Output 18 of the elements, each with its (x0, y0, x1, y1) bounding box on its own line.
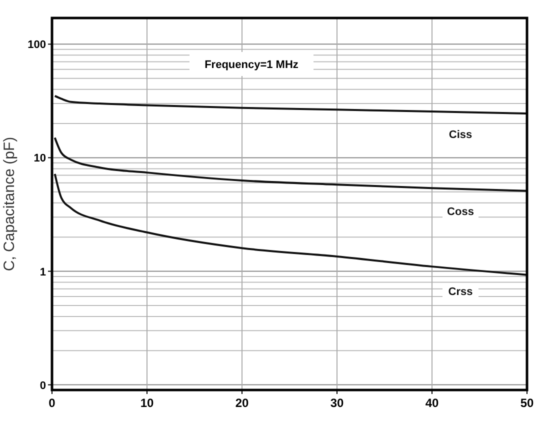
x-tick-label: 50 (520, 396, 534, 410)
y-axis-title: C, Capacitance (pF) (1, 136, 18, 272)
line-series (54, 136, 528, 192)
series-label: Ciss (448, 129, 472, 142)
line-series (54, 172, 528, 276)
x-tick-label: 20 (235, 396, 249, 410)
x-tick-label: 0 (48, 396, 56, 410)
line-series (54, 94, 528, 115)
x-tick-label: 10 (140, 396, 154, 410)
y-tick-label: 0 (40, 380, 46, 392)
series-label: Crss (448, 286, 473, 298)
series-label: Coss (447, 206, 474, 218)
y-tick-label: 100 (28, 39, 46, 52)
x-tick-label: 40 (425, 396, 439, 410)
y-tick-label: 1 (40, 266, 46, 278)
annotation: Frequency=1 MHz (204, 59, 299, 71)
y-tick-label: 10 (34, 152, 46, 165)
x-tick-label: 30 (330, 396, 344, 410)
